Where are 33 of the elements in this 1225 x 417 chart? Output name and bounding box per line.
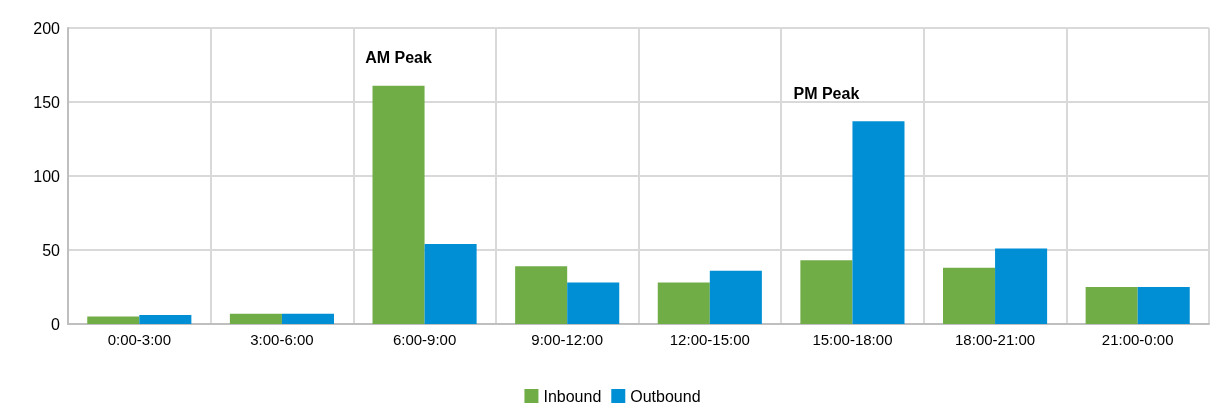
- bar: [1137, 287, 1190, 324]
- bar: [943, 267, 996, 324]
- x-tick-label: 18:00-21:00: [955, 331, 1036, 348]
- bar: [800, 260, 853, 324]
- x-tick-label: 3:00-6:00: [250, 331, 314, 348]
- bar: [657, 282, 710, 324]
- y-tick-label: 0: [51, 315, 61, 333]
- annotation: PM Peak: [793, 84, 860, 102]
- bar: [515, 266, 568, 324]
- bar: [567, 282, 620, 324]
- y-tick-label: 150: [33, 93, 61, 111]
- bar: [1085, 287, 1138, 324]
- legend-label: Outbound: [630, 387, 701, 405]
- x-tick-label: 0:00-3:00: [107, 331, 172, 348]
- bar: [139, 315, 192, 324]
- x-tick-label: 9:00-12:00: [531, 331, 604, 348]
- bar: [87, 316, 140, 324]
- x-tick-label: 6:00-9:00: [392, 331, 457, 348]
- bar: [852, 121, 905, 324]
- annotation: AM Peak: [365, 49, 432, 67]
- bar: [424, 244, 477, 324]
- x-tick-label: 15:00-18:00: [812, 331, 893, 348]
- bar: [281, 313, 334, 324]
- bar: [995, 248, 1048, 324]
- bar: [229, 313, 282, 324]
- y-tick-label: 50: [42, 241, 61, 259]
- legend-label: Inbound: [543, 387, 602, 405]
- bar: [709, 270, 762, 324]
- x-tick-label: 21:00-0:00: [1101, 331, 1174, 348]
- y-tick-label: 200: [33, 19, 61, 37]
- x-tick-label: 12:00-15:00: [669, 331, 750, 348]
- y-tick-label: 100: [33, 167, 61, 185]
- bar: [372, 85, 425, 324]
